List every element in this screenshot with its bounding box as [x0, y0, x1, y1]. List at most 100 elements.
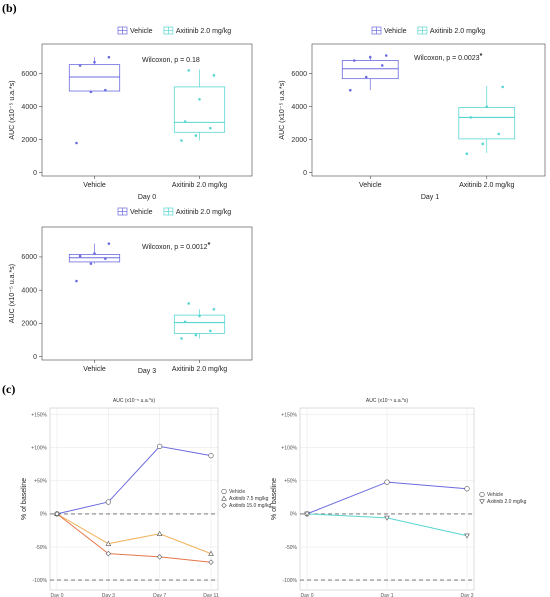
y-tick-label: -50%: [285, 545, 297, 551]
boxplot-2: 0 2000 4000 6000 AUC (x10⁻⁵ u.a.*s) Vehicle Ax…: [9, 207, 253, 375]
data-point: [209, 329, 212, 333]
data-point: [485, 105, 489, 108]
box-axitinib: [173, 314, 226, 334]
point-marker: [157, 443, 163, 449]
x-tick-label: Day 7: [153, 593, 166, 597]
y-axis-label: AUC (x10⁻⁵ u.a.*s): [9, 264, 16, 323]
linechart-1: -100% -50% 0% +50% +100% +150% Day 0 Day 1 Day 3…: [271, 398, 527, 597]
data-point: [194, 134, 198, 137]
plot-frame: [49, 407, 219, 591]
stat-annotation: Wilcoxon, p = 0.18: [142, 57, 200, 64]
data-point: [183, 120, 187, 123]
data-point: [78, 254, 82, 258]
y-tick-label: 6000: [21, 254, 37, 261]
x-tick-label: Vehicle: [359, 182, 382, 189]
y-tick-label: +150%: [281, 412, 297, 418]
plot-frame: [311, 43, 546, 177]
x-tick-label: Vehicle: [83, 182, 106, 189]
point-marker: [221, 502, 227, 509]
legend-label: Vehicle: [130, 28, 153, 35]
y-tick-label: +50%: [284, 479, 297, 485]
legend-label: Vehicle: [229, 489, 245, 495]
data-point: [104, 88, 107, 92]
point-marker: [384, 479, 390, 485]
y-tick-label: +50%: [34, 479, 47, 485]
point-marker: [221, 495, 227, 501]
series-line: [56, 513, 212, 563]
panel-label-b: (b): [2, 1, 17, 15]
y-tick-label: 2000: [21, 321, 37, 328]
y-tick-label: 0%: [290, 512, 298, 518]
y-tick-label: 6000: [291, 71, 307, 78]
box-vehicle: [68, 64, 121, 92]
data-point: [348, 88, 352, 92]
plot-frame: [41, 43, 253, 177]
x-tick-label: Day 0: [50, 593, 63, 597]
x-tick-label: Day 3: [460, 593, 473, 597]
data-point: [481, 142, 485, 146]
x-tick-label: Axitinib 2.0 mg/kg: [459, 182, 514, 189]
legend-label: Axitinib 7.5 mg/kg: [229, 496, 269, 502]
y-tick-label: 2000: [291, 137, 307, 144]
data-point: [93, 60, 96, 64]
x-tick-label: Day 3: [102, 593, 115, 597]
y-tick-label: 0: [33, 170, 37, 177]
legend-label: Vehicle: [130, 209, 153, 216]
x-axis-label: Day 0: [138, 194, 156, 201]
x-axis-label: Day 3: [138, 368, 156, 375]
data-point: [107, 242, 111, 245]
data-point: [497, 132, 501, 136]
x-tick-label: Day 1: [380, 593, 393, 597]
data-point: [183, 320, 187, 324]
x-axis-label: Day 1: [421, 194, 439, 201]
data-point: [198, 97, 201, 101]
box-vehicle: [341, 60, 399, 80]
boxplot-0: 0 2000 4000 6000 AUC (x10⁻⁵ u.a.*s) Vehicle Ax…: [9, 26, 253, 201]
y-tick-label: +150%: [31, 412, 47, 418]
data-point: [212, 307, 216, 311]
y-tick-label: 4000: [291, 104, 307, 111]
data-point: [364, 75, 368, 79]
data-point: [465, 152, 469, 156]
y-tick-label: 4000: [21, 287, 37, 294]
plot-frame: [41, 226, 253, 361]
stat-annotation: Wilcoxon, p = 0.0023*: [414, 53, 483, 62]
x-tick-label: Vehicle: [83, 366, 106, 373]
series-line: [56, 513, 212, 555]
y-tick-label: +100%: [281, 446, 297, 452]
data-point: [198, 314, 201, 318]
data-point: [212, 74, 216, 77]
series-line: [56, 445, 212, 515]
data-point: [75, 141, 78, 145]
point-marker: [208, 453, 214, 459]
point-marker: [479, 499, 485, 505]
y-tick-label: -50%: [35, 545, 47, 551]
y-axis-label: % of baseline: [271, 478, 278, 520]
legend-label: Axitinib 15.0 mg/kg: [229, 503, 271, 509]
point-marker: [105, 499, 111, 505]
legend-label: Axitinib 2.0 mg/kg: [430, 28, 485, 35]
boxplot-1: 0 2000 4000 6000 AUC (x10⁻⁵ u.a.*s) Vehicle Ax…: [279, 26, 546, 201]
point-marker: [221, 488, 227, 495]
panel-label-c: (c): [2, 382, 15, 396]
legend-label: Axitinib 2.0 mg/kg: [487, 499, 527, 505]
chart-title: AUC (x10⁻⁵ u.a.*s): [113, 398, 156, 404]
y-tick-label: 6000: [21, 71, 37, 78]
data-point: [187, 302, 190, 305]
plot-frame: [299, 407, 475, 591]
point-marker: [105, 540, 112, 546]
box-axitinib: [458, 107, 516, 140]
data-point: [180, 337, 183, 340]
data-point: [89, 90, 93, 94]
x-tick-label: Axitinib 2.0 mg/kg: [172, 182, 227, 189]
point-marker: [208, 550, 214, 556]
data-point: [352, 59, 356, 62]
box-axitinib: [173, 86, 226, 133]
data-point: [89, 262, 93, 265]
legend-label: Axitinib 2.0 mg/kg: [176, 28, 231, 35]
y-tick-label: 4000: [21, 104, 37, 111]
x-tick-label: Day 0: [300, 593, 313, 597]
legend-label: Axitinib 2.0 mg/kg: [176, 209, 231, 216]
point-marker: [464, 533, 470, 539]
